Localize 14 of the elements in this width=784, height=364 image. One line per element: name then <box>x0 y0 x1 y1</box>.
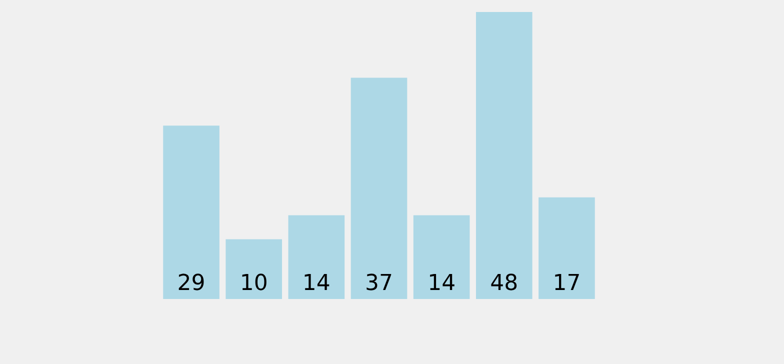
bar <box>538 197 595 299</box>
data-label: 29 <box>177 271 206 296</box>
bar <box>413 215 470 299</box>
bar <box>476 12 532 299</box>
data-label: 17 <box>552 271 581 296</box>
bar <box>350 78 408 299</box>
data-label: 14 <box>302 271 330 296</box>
data-label: 37 <box>365 271 393 296</box>
bar <box>163 126 220 299</box>
bar <box>226 239 282 299</box>
bar <box>288 215 345 299</box>
data-label: 14 <box>428 271 456 296</box>
data-label: 10 <box>240 271 268 296</box>
data-label: 48 <box>490 271 518 296</box>
